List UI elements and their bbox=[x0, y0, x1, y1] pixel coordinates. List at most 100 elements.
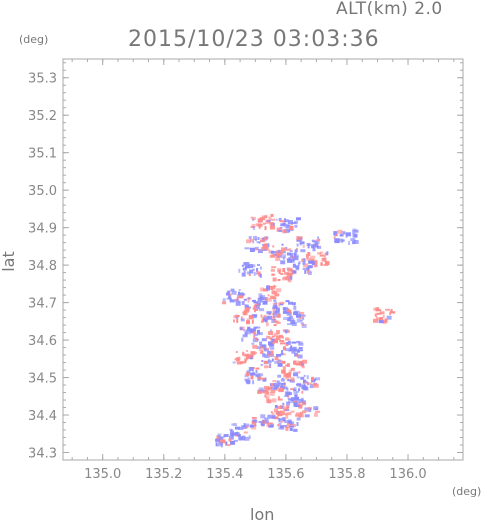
data-cell bbox=[267, 297, 272, 302]
data-cell bbox=[268, 249, 271, 254]
data-cell bbox=[241, 435, 245, 438]
data-cell bbox=[302, 317, 305, 321]
data-cell bbox=[235, 351, 238, 353]
data-cell bbox=[230, 288, 235, 292]
data-cell bbox=[310, 255, 316, 260]
data-cell bbox=[292, 263, 296, 268]
data-cell bbox=[300, 376, 305, 380]
data-cell bbox=[215, 442, 218, 447]
data-cell bbox=[281, 243, 284, 246]
data-cell bbox=[275, 417, 278, 420]
data-cell bbox=[300, 411, 304, 415]
data-cell bbox=[303, 374, 306, 377]
data-cell bbox=[252, 351, 258, 354]
data-cell bbox=[264, 417, 269, 420]
data-cell bbox=[244, 423, 250, 427]
data-cell bbox=[258, 293, 263, 298]
data-cell bbox=[308, 407, 311, 409]
data-cell bbox=[276, 354, 281, 356]
data-cell bbox=[279, 382, 282, 385]
data-cell bbox=[302, 244, 305, 248]
data-cell bbox=[390, 309, 393, 314]
data-cell bbox=[290, 259, 295, 263]
data-cell bbox=[257, 249, 263, 254]
data-cell bbox=[317, 252, 322, 255]
data-cell bbox=[258, 387, 264, 392]
data-cell bbox=[247, 377, 250, 380]
data-cell bbox=[311, 261, 315, 265]
data-cell bbox=[259, 302, 261, 306]
data-cell bbox=[246, 318, 250, 322]
data-cell bbox=[273, 382, 277, 387]
data-cell bbox=[289, 423, 293, 428]
data-cell bbox=[283, 311, 288, 314]
data-cell bbox=[376, 312, 381, 315]
data-cell bbox=[263, 288, 268, 292]
data-cell bbox=[322, 257, 327, 261]
data-cell bbox=[254, 307, 260, 310]
data-cell bbox=[295, 247, 298, 250]
data-cell bbox=[241, 293, 246, 296]
data-cell bbox=[275, 256, 281, 261]
data-cell bbox=[282, 222, 286, 226]
data-cell bbox=[266, 316, 270, 320]
data-cell bbox=[378, 320, 384, 324]
data-cell bbox=[217, 433, 222, 438]
data-cell bbox=[267, 422, 273, 425]
data-cell bbox=[313, 263, 318, 268]
data-cell bbox=[284, 223, 290, 228]
data-cell bbox=[262, 246, 266, 248]
data-cell bbox=[270, 347, 275, 350]
data-cell bbox=[293, 252, 297, 257]
data-cell bbox=[285, 377, 289, 380]
data-cell bbox=[273, 299, 277, 302]
data-cell bbox=[226, 292, 229, 296]
data-cell bbox=[258, 241, 261, 244]
data-cell bbox=[283, 311, 286, 314]
data-cell bbox=[389, 312, 392, 316]
data-cell bbox=[285, 338, 291, 341]
data-cell bbox=[248, 264, 253, 269]
data-cell bbox=[316, 239, 321, 242]
data-cell bbox=[266, 285, 270, 290]
data-cell bbox=[294, 256, 299, 261]
data-cell bbox=[375, 315, 378, 319]
data-cell bbox=[285, 342, 288, 345]
data-cell bbox=[308, 270, 312, 273]
data-cell bbox=[293, 312, 299, 316]
data-cell bbox=[281, 336, 284, 339]
data-cell bbox=[326, 251, 329, 256]
data-cell bbox=[257, 218, 263, 223]
data-cell bbox=[298, 405, 303, 409]
y-tick-label: 34.8 bbox=[28, 259, 57, 274]
data-cell bbox=[262, 222, 266, 225]
data-cell bbox=[297, 354, 303, 359]
data-cell bbox=[228, 294, 231, 299]
data-cell bbox=[230, 440, 235, 445]
data-cell bbox=[379, 311, 385, 315]
data-cell bbox=[279, 385, 285, 389]
data-cell bbox=[238, 289, 241, 291]
data-cell bbox=[307, 257, 311, 262]
data-cell bbox=[251, 342, 255, 345]
data-cell bbox=[278, 418, 281, 422]
data-cell bbox=[289, 427, 293, 431]
data-cell bbox=[259, 341, 263, 346]
data-cell bbox=[281, 254, 286, 259]
data-cell bbox=[279, 411, 284, 416]
data-cell bbox=[307, 244, 310, 249]
data-cell bbox=[278, 389, 284, 393]
data-cell bbox=[287, 397, 291, 400]
data-cell bbox=[281, 382, 286, 385]
data-cell bbox=[256, 271, 261, 275]
data-cell bbox=[287, 308, 290, 313]
data-cell bbox=[236, 318, 239, 323]
data-cell bbox=[287, 318, 292, 322]
data-cell bbox=[377, 307, 380, 310]
data-cell bbox=[296, 318, 301, 323]
data-cell bbox=[234, 298, 237, 302]
data-cell bbox=[258, 373, 264, 377]
data-cell bbox=[298, 388, 300, 392]
data-cell bbox=[285, 426, 289, 431]
data-cell bbox=[289, 311, 292, 314]
